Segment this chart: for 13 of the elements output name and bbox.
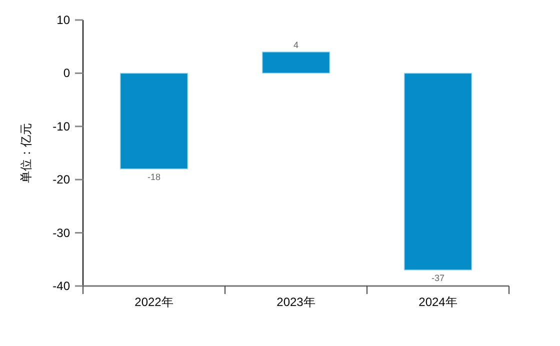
y-tick-label: -40 xyxy=(52,279,70,293)
data-label: -18 xyxy=(147,172,161,182)
y-tick-label: -10 xyxy=(52,119,70,134)
y-tick-label: 0 xyxy=(63,66,70,80)
x-tick-label: 2024年 xyxy=(418,295,458,309)
data-label: 4 xyxy=(293,40,299,50)
y-tick-label: -30 xyxy=(52,226,70,240)
data-label: -37 xyxy=(431,273,445,284)
y-tick-label: 10 xyxy=(56,13,70,27)
x-tick-label: 2023年 xyxy=(276,295,316,309)
x-tick-label: 2022年 xyxy=(134,295,174,309)
y-tick-label: -20 xyxy=(52,172,70,187)
y-axis-title: 单位：亿元 xyxy=(19,123,33,183)
